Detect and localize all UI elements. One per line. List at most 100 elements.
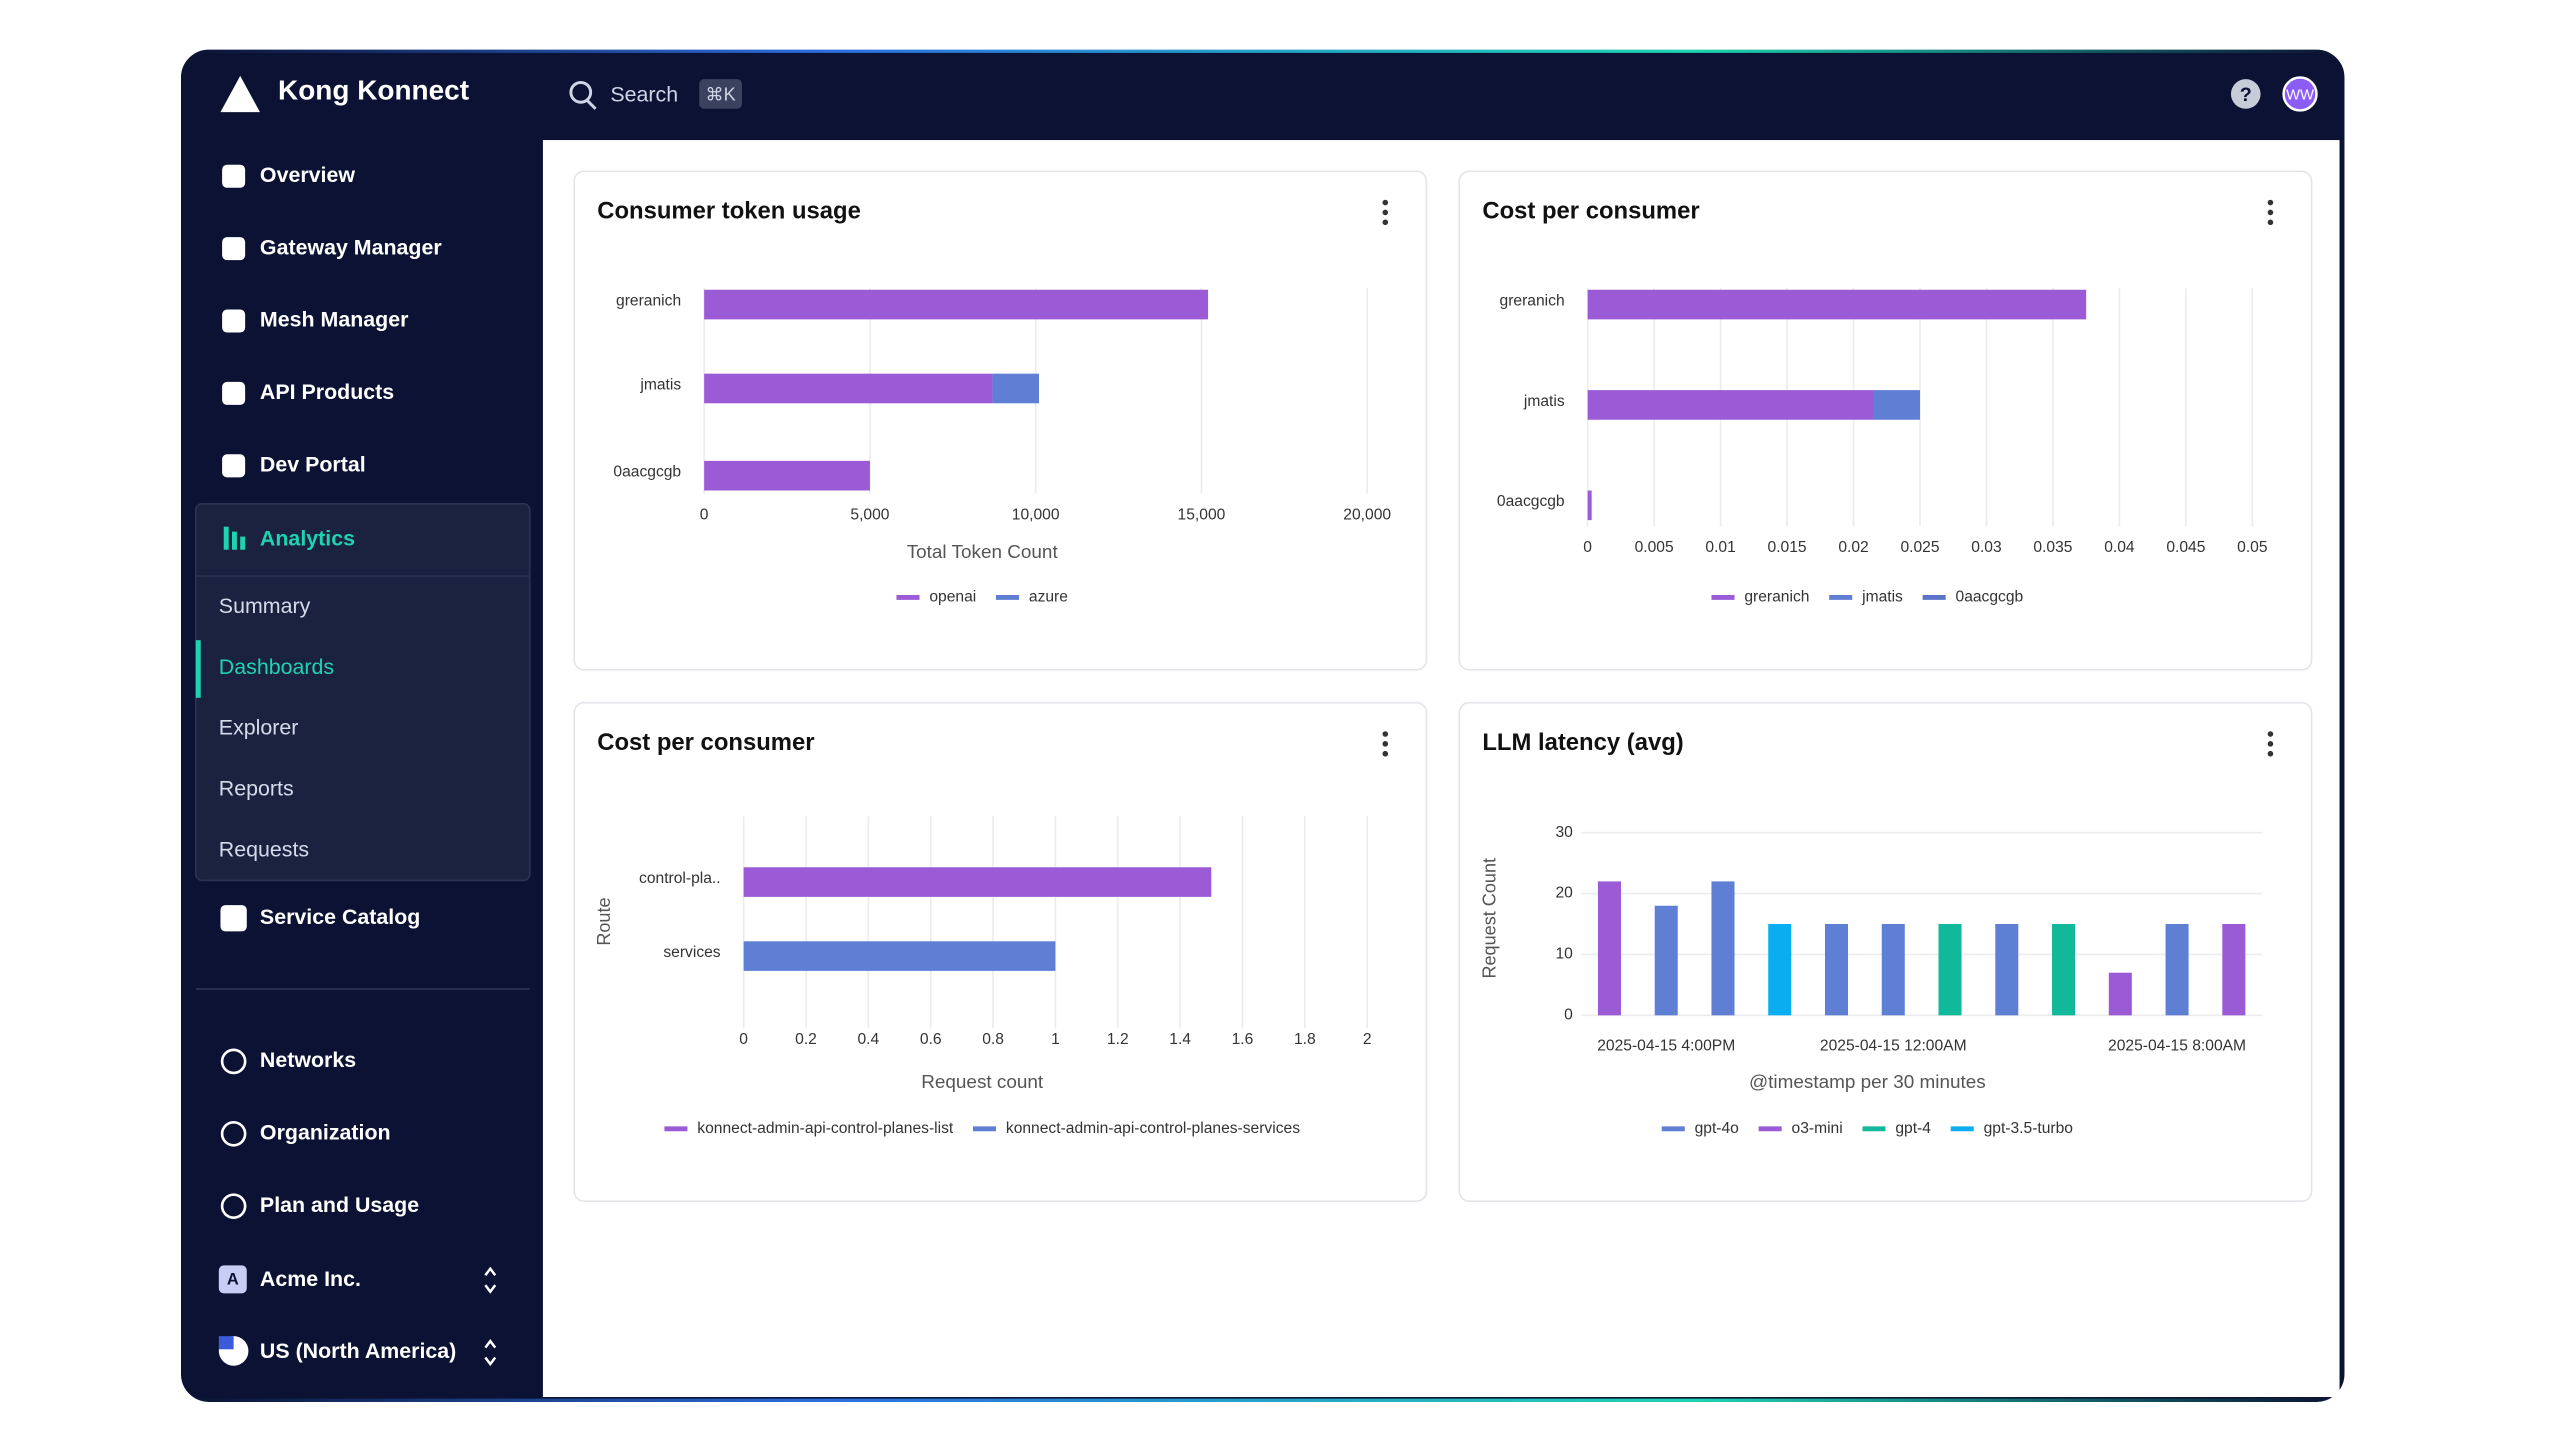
bar — [2165, 924, 2189, 1016]
menu-dot[interactable] — [2267, 741, 2274, 747]
y-tick-label: 30 — [1555, 824, 1573, 841]
menu-dot[interactable] — [1382, 731, 1389, 737]
sub-nav-item[interactable]: Reports — [219, 777, 294, 801]
x-tick-label: 5,000 — [850, 506, 889, 523]
y-tick-label: jmatis — [639, 376, 681, 393]
menu-dot[interactable] — [2267, 731, 2274, 737]
nav-item[interactable]: Analytics — [260, 526, 355, 550]
x-tick-label: 0.03 — [1971, 539, 2001, 556]
y-tick-label: services — [663, 944, 720, 961]
nav-icon — [220, 905, 247, 932]
x-tick-label: 0 — [1583, 539, 1592, 556]
x-tick-label: 0.05 — [2237, 539, 2268, 556]
bar — [1587, 390, 1874, 420]
menu-dot[interactable] — [2267, 209, 2274, 216]
x-tick-label: 0 — [739, 1031, 748, 1048]
x-tick-label: 0.01 — [1705, 539, 1735, 556]
bar — [1654, 905, 1678, 1016]
y-tick-label: 20 — [1555, 885, 1573, 902]
legend: gpt-4o o3-mini gpt-4 gpt-3.5-turbo — [1661, 1120, 2074, 1137]
sub-nav-item[interactable]: Dashboards — [219, 655, 334, 679]
y-tick-label: control-pla.. — [639, 870, 721, 887]
x-tick-label: 2 — [1363, 1031, 1372, 1048]
y-axis-label: Request Count — [1479, 858, 1499, 979]
menu-dot[interactable] — [1382, 741, 1389, 747]
org-badge-bg — [218, 1265, 247, 1294]
legend-label: gpt-3.5-turbo — [1984, 1120, 2074, 1137]
menu-dot[interactable] — [1382, 219, 1389, 226]
org-badge: A — [227, 1271, 239, 1289]
search[interactable]: Search — [610, 82, 678, 106]
nav-icon — [222, 454, 246, 478]
y-tick-label: 0aacgcgb — [1497, 493, 1565, 510]
x-tick-label: 15,000 — [1178, 506, 1226, 523]
x-tick-label: 20,000 — [1343, 506, 1391, 523]
nav-item[interactable]: Gateway Manager — [260, 235, 442, 259]
legend: openai azure — [896, 589, 1068, 606]
bar — [1995, 924, 2019, 1016]
menu-dot[interactable] — [1382, 199, 1389, 206]
menu-dot[interactable] — [2267, 750, 2274, 757]
legend-label: openai — [929, 589, 976, 606]
analytics-icon — [240, 536, 246, 550]
bar — [2052, 924, 2076, 1016]
sub-nav-item[interactable]: Summary — [219, 594, 311, 618]
brand: Kong Konnect — [278, 75, 469, 106]
nav-icon — [222, 381, 246, 405]
x-tick-label: 2025-04-15 12:00AM — [1820, 1038, 1967, 1055]
shortcut-badge — [699, 79, 743, 109]
x-tick-label: 0.025 — [1900, 539, 1939, 556]
menu-dot[interactable] — [1382, 750, 1389, 757]
x-tick-label: 10,000 — [1012, 506, 1060, 523]
chevrons — [484, 1266, 497, 1367]
nav-item[interactable]: Overview — [260, 163, 355, 187]
nav-icon — [222, 164, 246, 188]
legend: greranich jmatis 0aacgcgb — [1711, 589, 2024, 606]
legend-label: greranich — [1744, 589, 1809, 606]
x-tick-label: 0.4 — [858, 1031, 880, 1048]
nav-item[interactable]: Mesh Manager — [260, 308, 408, 332]
bar — [2108, 972, 2132, 1016]
bar — [704, 289, 1209, 320]
flag-icon — [218, 1336, 234, 1350]
x-axis-label: Request count — [921, 1072, 1044, 1093]
bar — [1587, 490, 1592, 521]
x-tick-label: 0.02 — [1838, 539, 1868, 556]
sub-nav-item[interactable]: Requests — [219, 837, 309, 861]
nav-item[interactable]: Networks — [260, 1048, 356, 1072]
bar — [704, 373, 993, 404]
chart-title: Consumer token usage — [597, 198, 861, 225]
analytics-icon — [223, 526, 229, 550]
x-axis-label: @timestamp per 30 minutes — [1749, 1072, 1986, 1093]
bar — [1938, 924, 1962, 1016]
menu-dot[interactable] — [2267, 199, 2274, 206]
nav-item[interactable]: Plan and Usage — [260, 1193, 419, 1217]
nav-item[interactable]: Service Catalog — [260, 905, 420, 929]
y-tick-label: greranich — [1500, 292, 1565, 309]
analytics-group — [194, 502, 531, 882]
x-tick-label: 0 — [700, 506, 709, 523]
bar — [743, 867, 1212, 897]
org-switcher[interactable]: Acme Inc. — [260, 1267, 361, 1291]
nav-item[interactable]: Dev Portal — [260, 452, 366, 476]
sub-nav-item[interactable]: Explorer — [219, 716, 299, 740]
x-tick-label: 0.2 — [795, 1031, 817, 1048]
region-switcher[interactable]: US (North America) — [260, 1339, 456, 1363]
y-tick-label: 0 — [1564, 1006, 1573, 1023]
x-tick-label: 1.8 — [1294, 1031, 1316, 1048]
header: Kong Konnect Search ⌘K ? WW — [220, 75, 2318, 113]
nav-icon — [222, 237, 246, 261]
avatar[interactable] — [2282, 76, 2318, 112]
legend-label: o3-mini — [1792, 1120, 1843, 1137]
x-tick-label: 1.4 — [1169, 1031, 1191, 1048]
help-button[interactable] — [2230, 79, 2261, 109]
bar — [992, 373, 1039, 404]
nav-icon — [220, 1048, 247, 1075]
nav-item[interactable]: Organization — [260, 1120, 391, 1144]
menu-dot[interactable] — [2267, 219, 2274, 226]
legend-label: gpt-4 — [1895, 1120, 1931, 1137]
y-tick-label: 10 — [1555, 946, 1573, 963]
menu-dot[interactable] — [1382, 209, 1389, 216]
nav-item[interactable]: API Products — [260, 380, 394, 404]
